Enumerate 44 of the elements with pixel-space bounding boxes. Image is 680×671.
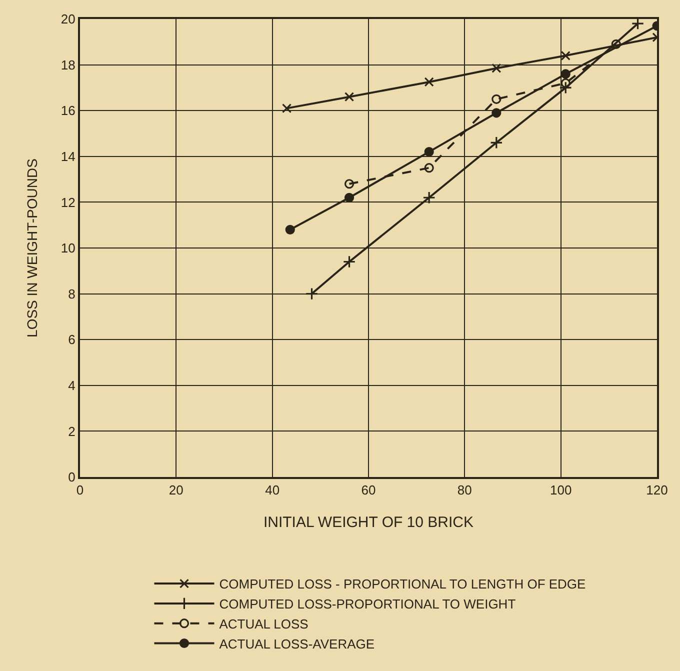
legend-label: ACTUAL LOSS (219, 616, 309, 632)
y-tick-label: 8 (68, 286, 76, 302)
point (344, 192, 354, 202)
point (342, 255, 356, 268)
x-tick-label: 40 (265, 482, 280, 498)
y-axis-title: LOSS IN WEIGHT-POUNDS (24, 158, 40, 338)
point (631, 19, 644, 30)
x-tick-label: 20 (168, 482, 184, 498)
point (560, 78, 570, 88)
point (344, 179, 354, 189)
point (422, 191, 436, 204)
y-tick-label: 18 (60, 57, 76, 72)
point (282, 104, 292, 114)
y-tick-label: 20 (60, 12, 76, 27)
point (492, 108, 502, 118)
point (285, 224, 295, 234)
x-tick-label: 120 (646, 482, 668, 498)
y-tick-label: 14 (60, 148, 76, 164)
point (560, 50, 570, 60)
y-tick-label: 16 (60, 103, 76, 118)
legend-label: ACTUAL LOSS-AVERAGE (219, 636, 375, 652)
legend-label: COMPUTED LOSS-PROPORTIONAL TO WEIGHT (219, 596, 516, 612)
x-axis-title: INITIAL WEIGHT OF 10 BRICK (263, 514, 474, 532)
x-tick-label: 60 (361, 482, 376, 498)
point (492, 63, 502, 74)
y-tick-label: 0 (68, 470, 76, 485)
point (344, 92, 354, 102)
point (611, 39, 621, 49)
x-tick-label: 100 (550, 482, 572, 498)
y-tick-label: 12 (60, 194, 76, 210)
y-tick-label: 4 (68, 378, 76, 393)
point (490, 136, 503, 150)
point (559, 81, 572, 94)
point (424, 147, 434, 157)
point (424, 77, 434, 87)
point (560, 69, 570, 79)
legend-label: COMPUTED LOSS - PROPORTIONAL TO LENGTH OF EDGE (219, 576, 586, 592)
point (424, 163, 434, 173)
point (305, 287, 318, 300)
x-tick-label: 80 (457, 482, 472, 498)
point (492, 94, 502, 104)
y-tick-label: 2 (68, 424, 76, 439)
y-tick-label: 10 (60, 240, 76, 256)
y-tick-label: 6 (68, 332, 76, 348)
